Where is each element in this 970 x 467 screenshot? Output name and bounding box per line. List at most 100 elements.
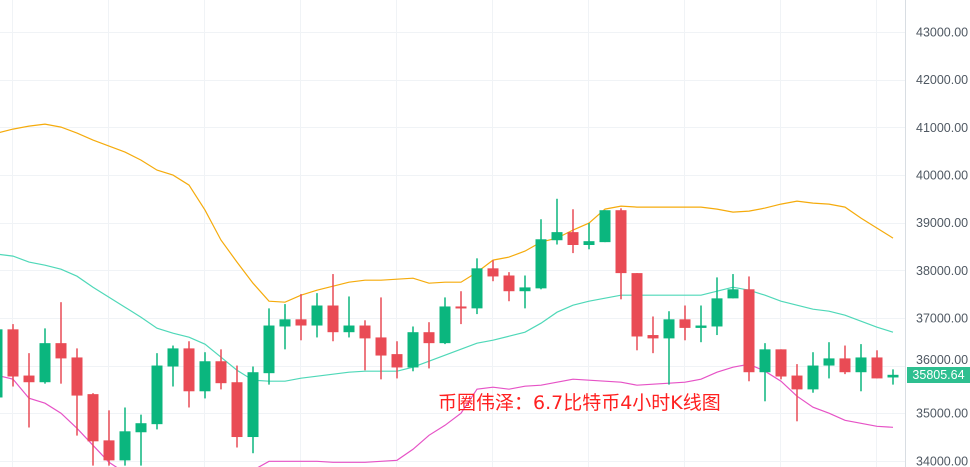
candle-body xyxy=(759,349,771,373)
candle-up xyxy=(695,305,707,343)
candle-down xyxy=(71,348,83,436)
candle-body xyxy=(807,365,819,390)
watermark-caption: 币圈伟泽：6.7比特币4小时K线图 xyxy=(438,392,721,414)
lower-band-line xyxy=(0,363,894,467)
candle-body xyxy=(439,306,451,344)
candle-body xyxy=(727,289,739,299)
candle-down xyxy=(423,322,435,369)
candle-down xyxy=(103,410,115,466)
candle-body xyxy=(23,375,35,383)
candle-down xyxy=(679,305,691,341)
candle-body xyxy=(647,335,659,339)
candle-up xyxy=(39,328,51,384)
candle-body xyxy=(135,423,147,433)
candle-body xyxy=(407,332,419,368)
candle-body xyxy=(711,298,723,327)
candle-up xyxy=(759,343,771,402)
candle-up xyxy=(663,311,675,385)
candle-body xyxy=(215,361,227,384)
candle-up xyxy=(0,329,3,398)
candle-down xyxy=(567,209,579,254)
candle-body xyxy=(391,354,403,368)
candle-up xyxy=(247,366,259,454)
candle-body xyxy=(55,343,67,359)
candle-up xyxy=(343,296,355,338)
candle-body xyxy=(519,287,531,292)
candle-up xyxy=(167,345,179,387)
candle-body xyxy=(455,306,467,309)
candle-body xyxy=(535,239,547,289)
candle-up xyxy=(855,344,867,392)
candle-body xyxy=(871,357,883,379)
candle-body xyxy=(615,210,627,274)
y-tick-label: 37000.00 xyxy=(916,311,968,325)
candle-up xyxy=(535,219,547,290)
candles xyxy=(0,198,899,466)
candle-down xyxy=(647,316,659,354)
candle-body xyxy=(599,210,611,243)
candle-body xyxy=(231,382,243,438)
candle-up xyxy=(407,326,419,372)
candle-up xyxy=(199,352,211,399)
candle-up xyxy=(135,414,147,466)
candle-body xyxy=(311,305,323,326)
y-tick-label: 35000.00 xyxy=(916,407,968,421)
candle-body xyxy=(471,268,483,309)
y-tick-label: 41000.00 xyxy=(916,121,968,135)
candle-down xyxy=(295,294,307,341)
candle-body xyxy=(775,349,787,377)
candle-down xyxy=(55,302,67,384)
candle-down xyxy=(871,350,883,379)
candle-up xyxy=(263,308,275,385)
candle-body xyxy=(631,273,643,337)
candle-body xyxy=(823,358,835,366)
candle-up xyxy=(711,277,723,336)
candle-body xyxy=(183,348,195,392)
candle-up xyxy=(887,369,899,385)
candle-body xyxy=(855,357,867,373)
y-tick-label: 36000.00 xyxy=(916,353,968,367)
last-price-tag: 35805.64 xyxy=(907,366,970,383)
candle-body xyxy=(87,394,99,442)
candle-down xyxy=(631,273,643,351)
candle-body xyxy=(103,440,115,461)
candle-body xyxy=(487,268,499,277)
candle-down xyxy=(23,353,35,428)
upper-band-line xyxy=(0,123,894,303)
candle-up xyxy=(807,352,819,393)
price-axis[interactable]: 34000.00 35000.00 36000.00 37000.00 38000.00… xyxy=(916,26,968,467)
y-tick-label: 42000.00 xyxy=(916,73,968,87)
y-tick-label: 39000.00 xyxy=(916,216,968,230)
candle-up xyxy=(551,198,563,245)
candle-body xyxy=(887,374,899,378)
candle-down xyxy=(775,349,787,380)
candle-body xyxy=(7,329,19,377)
candle-down xyxy=(231,365,243,448)
candle-down xyxy=(391,341,403,379)
candle-down xyxy=(615,208,627,300)
candle-up xyxy=(439,297,451,345)
candle-body xyxy=(375,337,387,356)
candle-body xyxy=(359,325,371,339)
candle-body xyxy=(743,289,755,373)
candle-down xyxy=(455,291,467,325)
y-tick-label: 40000.00 xyxy=(916,168,968,182)
candle-up xyxy=(279,304,291,350)
y-tick-label: 38000.00 xyxy=(916,264,968,278)
candle-body xyxy=(663,319,675,339)
candle-down xyxy=(791,364,803,422)
candle-body xyxy=(423,332,435,344)
candle-up xyxy=(583,223,595,250)
candle-down xyxy=(215,349,227,390)
candle-down xyxy=(839,345,851,375)
candle-body xyxy=(295,319,307,326)
candle-up xyxy=(311,293,323,338)
candle-body xyxy=(151,365,163,425)
candle-body xyxy=(327,305,339,333)
candle-body xyxy=(551,232,563,241)
candle-body xyxy=(247,372,259,438)
candle-body xyxy=(263,325,275,374)
candle-up xyxy=(151,353,163,430)
candle-up xyxy=(519,275,531,309)
